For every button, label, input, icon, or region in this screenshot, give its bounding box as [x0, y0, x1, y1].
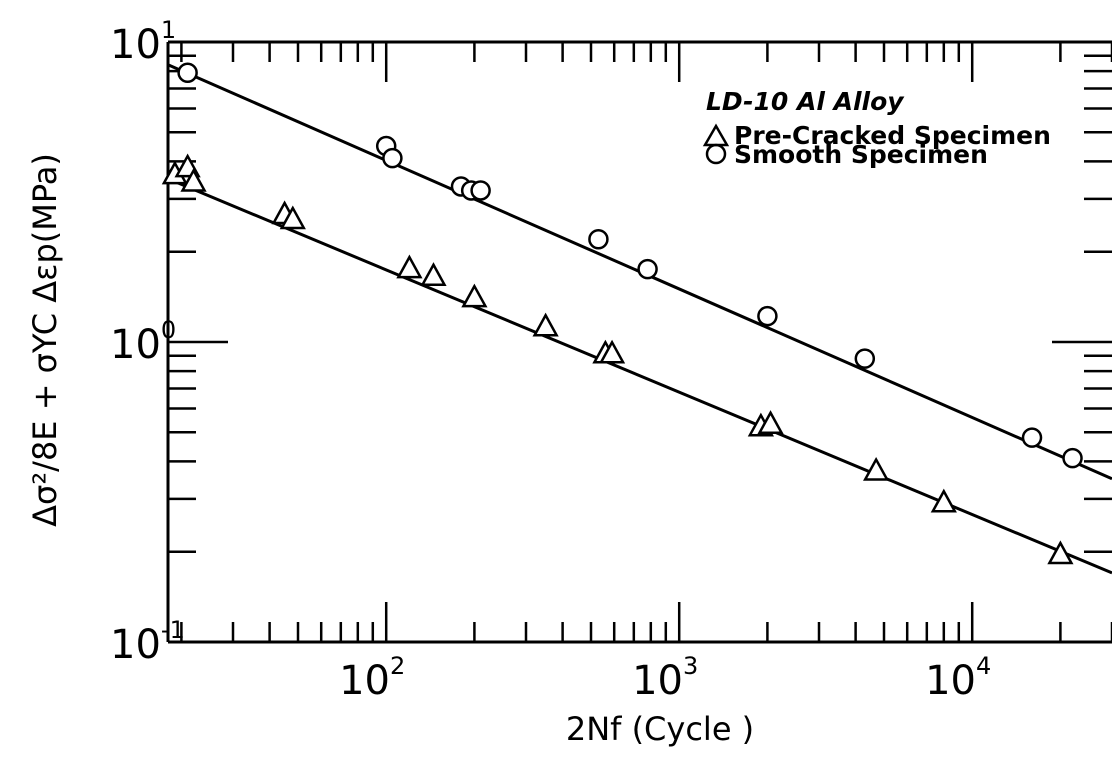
data-points-group: [161, 62, 1083, 565]
legend-circle-marker: [705, 143, 727, 165]
x-tick-label-base: 10: [632, 658, 683, 704]
x-tick-label-base: 10: [925, 658, 976, 704]
y-tick-label-exponent: 1: [161, 16, 176, 44]
data-point-circle: [470, 180, 491, 201]
data-point-triangle: [863, 456, 890, 481]
data-point-circle: [382, 147, 403, 169]
y-tick-label-exponent: 0: [161, 316, 176, 344]
data-point-circle: [1062, 447, 1083, 469]
data-point-triangle: [532, 312, 559, 337]
y-tick-label: 10-1: [110, 616, 185, 668]
y-tick-label: 101: [110, 16, 176, 68]
data-point-triangle: [420, 262, 447, 287]
data-point-triangle: [930, 488, 957, 513]
data-point-triangle: [461, 283, 488, 308]
data-point-triangle: [598, 339, 626, 364]
legend: LD-10 Al Alloy Pre-Cracked Specimen Smoo…: [702, 87, 1051, 169]
x-tick-label-exponent: 2: [390, 652, 405, 680]
y-tick-label: 100: [110, 316, 176, 368]
data-point-circle: [757, 305, 778, 327]
x-axis-title: 2Nf (Cycle ): [566, 710, 754, 748]
data-point-triangle: [180, 167, 207, 192]
y-axis-title: Δσ²/8E + σYC Δεp(MPa): [26, 153, 64, 527]
data-point-circle: [177, 62, 198, 83]
data-point-triangle: [1047, 540, 1074, 565]
y-tick-label-base: 10: [110, 22, 161, 68]
data-point-circle: [854, 348, 876, 369]
x-tick-label: 104: [925, 652, 991, 704]
x-tick-label-exponent: 3: [683, 652, 698, 680]
legend-title: LD-10 Al Alloy: [706, 87, 905, 116]
y-tick-label-exponent: -1: [161, 616, 185, 644]
legend-triangle-marker: [702, 123, 730, 147]
data-point-circle: [1021, 427, 1043, 448]
y-tick-label-base: 10: [110, 622, 161, 668]
data-point-triangle: [396, 254, 423, 279]
x-tick-label-exponent: 4: [976, 652, 991, 680]
x-tick-label: 103: [632, 652, 698, 704]
legend-label-smooth: Smooth Specimen: [734, 140, 988, 169]
fit-line-triangle: [167, 177, 1112, 575]
x-tick-label-base: 10: [339, 658, 390, 704]
data-point-triangle: [279, 205, 306, 230]
data-point-triangle: [757, 410, 784, 434]
x-tick-label: 102: [339, 652, 405, 704]
y-tick-label-base: 10: [110, 322, 161, 368]
legend-label-pre-cracked: Pre-Cracked Specimen: [734, 121, 1051, 150]
data-point-circle: [637, 258, 658, 280]
data-point-circle: [588, 229, 609, 250]
